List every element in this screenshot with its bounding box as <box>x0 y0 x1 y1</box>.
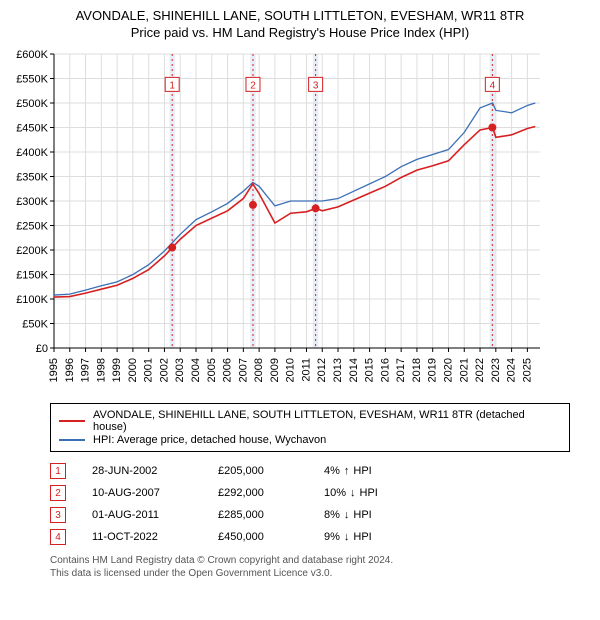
sale-price: £285,000 <box>218 509 298 521</box>
sale-pct: 4%↑HPI <box>324 465 424 477</box>
svg-text:2011: 2011 <box>300 358 312 382</box>
sale-pct: 10%↓HPI <box>324 487 424 499</box>
svg-text:2013: 2013 <box>332 358 344 382</box>
footer-line-2: This data is licensed under the Open Gov… <box>50 567 570 580</box>
svg-text:2: 2 <box>250 80 256 91</box>
svg-text:2005: 2005 <box>206 358 218 382</box>
svg-text:4: 4 <box>490 80 496 91</box>
svg-text:£400K: £400K <box>16 147 48 159</box>
footer-attribution: Contains HM Land Registry data © Crown c… <box>50 554 570 580</box>
svg-text:2004: 2004 <box>190 358 202 382</box>
sale-date: 10-AUG-2007 <box>92 487 192 499</box>
sale-marker-box: 4 <box>50 529 66 545</box>
sale-date: 28-JUN-2002 <box>92 465 192 477</box>
svg-text:£450K: £450K <box>16 123 48 135</box>
svg-text:1999: 1999 <box>111 358 123 382</box>
svg-text:£550K: £550K <box>16 74 48 86</box>
svg-text:2001: 2001 <box>143 358 155 382</box>
svg-text:2018: 2018 <box>411 358 423 382</box>
svg-text:1: 1 <box>169 80 175 91</box>
svg-text:£250K: £250K <box>16 221 48 233</box>
svg-text:2006: 2006 <box>222 358 234 382</box>
svg-text:2020: 2020 <box>442 358 454 382</box>
svg-text:3: 3 <box>313 80 319 91</box>
legend-item: HPI: Average price, detached house, Wych… <box>59 434 561 446</box>
sale-marker-box: 2 <box>50 485 66 501</box>
svg-text:2002: 2002 <box>158 358 170 382</box>
svg-text:£100K: £100K <box>16 294 48 306</box>
legend-swatch <box>59 420 85 422</box>
sales-table: 1 28-JUN-2002 £205,000 4%↑HPI 2 10-AUG-2007 £2… <box>50 460 570 548</box>
svg-text:1996: 1996 <box>64 358 76 382</box>
svg-text:2000: 2000 <box>127 358 139 382</box>
legend-item: AVONDALE, SHINEHILL LANE, SOUTH LITTLETO… <box>59 409 561 433</box>
svg-text:1997: 1997 <box>80 358 92 382</box>
svg-text:2010: 2010 <box>285 358 297 382</box>
sale-date: 01-AUG-2011 <box>92 509 192 521</box>
svg-text:£300K: £300K <box>16 196 48 208</box>
legend-swatch <box>59 439 85 441</box>
svg-text:2009: 2009 <box>269 358 281 382</box>
svg-text:1995: 1995 <box>48 358 60 382</box>
svg-text:2021: 2021 <box>458 358 470 382</box>
svg-text:2008: 2008 <box>253 358 265 382</box>
sale-price: £205,000 <box>218 465 298 477</box>
svg-text:£350K: £350K <box>16 172 48 184</box>
svg-text:2022: 2022 <box>474 358 486 382</box>
svg-text:1998: 1998 <box>95 358 107 382</box>
sale-price: £292,000 <box>218 487 298 499</box>
svg-text:2016: 2016 <box>379 358 391 382</box>
sale-row: 1 28-JUN-2002 £205,000 4%↑HPI <box>50 460 570 482</box>
svg-text:£500K: £500K <box>16 98 48 110</box>
price-chart: £0 £50K £100K £150K £200K £250K £300K £350K £400… <box>10 48 590 393</box>
svg-text:2017: 2017 <box>395 358 407 382</box>
legend: AVONDALE, SHINEHILL LANE, SOUTH LITTLETO… <box>50 403 570 452</box>
sale-row: 3 01-AUG-2011 £285,000 8%↓HPI <box>50 504 570 526</box>
sale-pct: 9%↓HPI <box>324 531 424 543</box>
svg-text:2019: 2019 <box>427 358 439 382</box>
sale-marker-box: 1 <box>50 463 66 479</box>
svg-text:£150K: £150K <box>16 270 48 282</box>
sale-row: 2 10-AUG-2007 £292,000 10%↓HPI <box>50 482 570 504</box>
legend-label: AVONDALE, SHINEHILL LANE, SOUTH LITTLETO… <box>93 409 561 433</box>
svg-text:2007: 2007 <box>237 358 249 382</box>
svg-text:£0: £0 <box>36 343 48 355</box>
svg-text:2012: 2012 <box>316 358 328 382</box>
sale-pct: 8%↓HPI <box>324 509 424 521</box>
svg-text:2014: 2014 <box>348 358 360 382</box>
sale-price: £450,000 <box>218 531 298 543</box>
footer-line-1: Contains HM Land Registry data © Crown c… <box>50 554 570 567</box>
sale-date: 11-OCT-2022 <box>92 531 192 543</box>
svg-text:£50K: £50K <box>22 319 48 331</box>
sale-marker-box: 3 <box>50 507 66 523</box>
legend-label: HPI: Average price, detached house, Wych… <box>93 434 326 446</box>
title-line-1: AVONDALE, SHINEHILL LANE, SOUTH LITTLETO… <box>10 8 590 23</box>
svg-text:£600K: £600K <box>16 49 48 61</box>
svg-text:£200K: £200K <box>16 245 48 257</box>
svg-text:2023: 2023 <box>490 358 502 382</box>
svg-text:2024: 2024 <box>506 358 518 382</box>
title-line-2: Price paid vs. HM Land Registry's House … <box>10 25 590 40</box>
sale-row: 4 11-OCT-2022 £450,000 9%↓HPI <box>50 526 570 548</box>
svg-text:2025: 2025 <box>521 358 533 382</box>
svg-text:2003: 2003 <box>174 358 186 382</box>
svg-text:2015: 2015 <box>364 358 376 382</box>
